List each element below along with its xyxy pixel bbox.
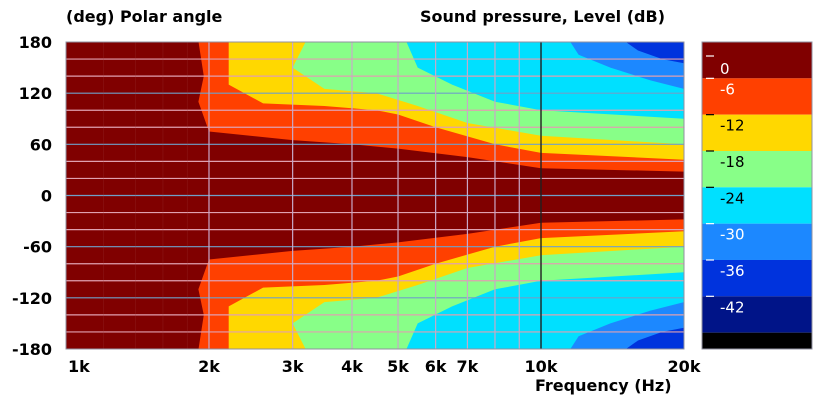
x-tick-label: 10k [525,357,558,376]
y-tick-label: 180 [19,33,52,52]
x-tick-label: 20k [668,357,701,376]
colorbar-label: -30 [720,226,745,244]
colorbar-label: -36 [720,262,745,280]
level-region-minus36-bottom [625,327,684,349]
tick-labels: 180 120 60 0 -60 -120 -180 1k 2k 3k 4k 5k 6k 7k 10k 20k [12,33,701,376]
y-tick-label: -180 [12,340,52,359]
x-tick-label: 6k [425,357,447,376]
y-tick-label: 60 [30,135,52,154]
colorbar-swatch [702,187,812,224]
colorbar-swatch [702,259,812,297]
frequency-axis-label: Frequency (Hz) [535,376,672,395]
polar-angle-title: (deg) Polar angle [66,7,223,26]
x-tick-label: 2k [198,357,220,376]
colorbar-swatch [702,223,812,260]
sound-pressure-title: Sound pressure, Level (dB) [420,7,665,26]
y-tick-label: 0 [41,187,52,206]
colorbar-swatch [702,42,812,79]
x-tick-label: 7k [457,357,479,376]
x-tick-label: 3k [282,357,304,376]
colorbar-swatch [702,332,812,349]
y-tick-label: -120 [12,289,52,308]
x-tick-label: 4k [341,357,363,376]
level-region-minus36-top [625,42,684,64]
colorbar-swatch [702,296,812,333]
x-tick-label: 1k [68,357,90,376]
colorbar-label: -24 [720,189,745,207]
colorbar-label: -42 [720,298,745,316]
colorbar: 0 -6 -12 -18 -24 -30 -36 -42 [701,41,813,350]
x-tick-label: 5k [387,357,409,376]
colorbar-swatch [702,150,812,188]
colorbar-frame [701,41,813,350]
y-tick-label: 120 [19,84,52,103]
colorbar-swatch [702,78,812,115]
colorbar-label: -6 [720,80,735,98]
colorbar-swatch [702,114,812,151]
colorbar-label: -18 [720,153,745,171]
grid [65,41,685,350]
colorbar-label: -12 [720,117,745,135]
y-tick-label: -60 [23,238,52,257]
plot-frame [65,41,685,350]
colorbar-label: 0 [720,60,730,78]
